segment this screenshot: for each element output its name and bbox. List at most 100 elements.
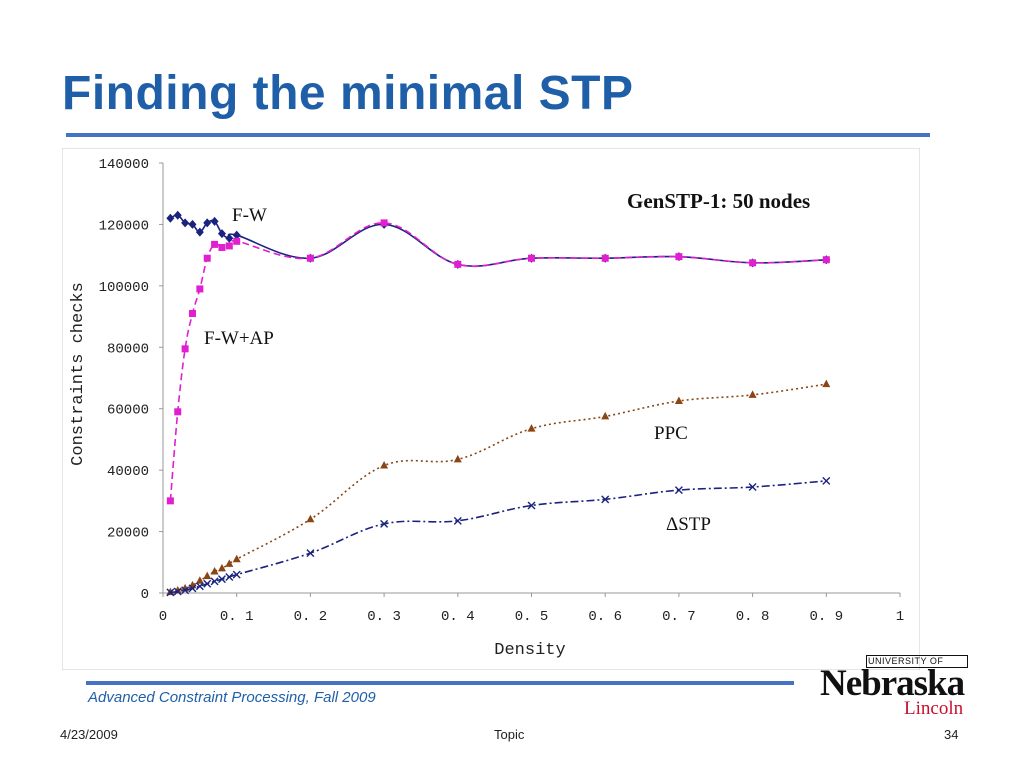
data-point — [218, 243, 226, 251]
logo-university-of: UNIVERSITY OF — [868, 656, 944, 666]
data-point-stroke — [173, 587, 182, 596]
data-point — [210, 216, 219, 226]
slide-number: 34 — [944, 727, 959, 742]
data-point-stroke — [453, 516, 462, 525]
data-point — [188, 584, 197, 593]
x-tick-label: 0. 4 — [441, 609, 475, 625]
data-point-stroke — [166, 588, 175, 597]
data-point — [188, 219, 197, 229]
data-point — [675, 253, 683, 261]
x-tick-label: 0. 5 — [515, 609, 549, 625]
series-label-fwap: F-W+AP — [204, 328, 274, 349]
line-chart: 0 0. 1 0. 2 0. 3 0. 4 0. 5 0. 6 0. 7 0. 8 0. 9 1 0 2… — [62, 148, 920, 670]
data-point — [203, 254, 211, 262]
data-point — [166, 497, 174, 505]
chart-series — [166, 210, 831, 597]
data-point — [454, 260, 462, 268]
series-label-ppc: PPC — [654, 423, 688, 444]
data-point — [203, 218, 212, 228]
data-point-stroke — [181, 586, 190, 595]
data-point — [380, 461, 389, 469]
data-point — [203, 571, 212, 580]
footer-divider — [86, 681, 794, 685]
data-point — [306, 549, 315, 558]
y-tick-label: 120000 — [99, 218, 149, 234]
slide-date: 4/23/2009 — [60, 727, 118, 742]
x-axis-title: Density — [494, 641, 565, 660]
data-point — [453, 454, 462, 463]
logo-univ-box — [866, 655, 968, 668]
data-point-stroke — [748, 483, 757, 492]
course-name: Advanced Constraint Processing, Fall 200… — [88, 689, 376, 706]
data-point — [211, 240, 219, 248]
data-point — [174, 408, 182, 416]
data-point — [181, 345, 189, 353]
data-point — [748, 390, 757, 398]
data-point — [601, 411, 610, 420]
data-point — [196, 285, 204, 293]
series-label-dstp: ΔSTP — [666, 514, 711, 535]
x-tick-label: 0. 2 — [294, 609, 328, 625]
data-point — [674, 396, 683, 405]
data-point — [306, 514, 315, 523]
y-tick-label: 60000 — [107, 403, 149, 419]
slide-topic: Topic — [494, 727, 525, 742]
x-tick-label: 0. 8 — [736, 609, 770, 625]
data-point — [822, 256, 830, 264]
data-point — [232, 570, 241, 579]
data-point — [217, 229, 226, 239]
logo-campus: Lincoln — [904, 698, 964, 719]
data-point-stroke — [822, 476, 831, 485]
data-point — [748, 483, 757, 492]
x-tick-label: 0. 1 — [220, 609, 254, 625]
y-tick-label: 20000 — [107, 526, 149, 542]
data-point — [528, 254, 535, 262]
data-point — [181, 586, 190, 595]
data-point — [195, 576, 204, 584]
data-point — [225, 573, 234, 582]
data-point-stroke — [225, 573, 234, 582]
data-point — [380, 219, 388, 227]
data-point — [166, 213, 175, 223]
y-tick-label: 40000 — [107, 464, 149, 480]
chart-axes: 0 0. 1 0. 2 0. 3 0. 4 0. 5 0. 6 0. 7 0. 8 0. 9 1 0 2… — [99, 157, 905, 625]
data-point-stroke — [217, 575, 226, 584]
data-point — [166, 587, 175, 596]
data-point-stroke — [601, 495, 610, 504]
data-point — [195, 582, 204, 591]
x-tick-label: 0 — [159, 609, 167, 625]
data-point — [380, 519, 389, 528]
chart-frame — [62, 148, 920, 670]
y-tick-label: 80000 — [107, 341, 149, 357]
slide-title: Finding the minimal STP — [62, 67, 634, 120]
university-logo: UNIVERSITY OF Nebraska Lincoln — [818, 654, 968, 722]
data-point — [217, 575, 226, 584]
data-point-stroke — [188, 584, 197, 593]
data-point — [210, 567, 219, 575]
chart-area: 0 0. 1 0. 2 0. 3 0. 4 0. 5 0. 6 0. 7 0. 8 0. 9 1 0 2… — [62, 148, 920, 670]
data-point — [210, 577, 219, 586]
y-axis-title: Constraints checks — [69, 282, 88, 466]
data-point — [306, 254, 314, 262]
x-tick-label: 0. 6 — [588, 609, 622, 625]
x-tick-label: 0. 3 — [367, 609, 401, 625]
data-point — [225, 242, 233, 250]
data-point — [173, 587, 182, 596]
data-point-stroke — [380, 519, 389, 528]
data-point — [217, 563, 226, 572]
data-point — [166, 588, 175, 597]
x-tick-label: 1 — [896, 609, 904, 625]
x-tick-label: 0. 7 — [662, 609, 696, 625]
data-point — [233, 237, 241, 245]
data-point — [749, 259, 757, 267]
y-tick-label: 140000 — [99, 157, 149, 173]
data-point-stroke — [232, 570, 241, 579]
data-point-stroke — [195, 582, 204, 591]
logo-name: Nebraska — [820, 663, 965, 704]
data-point-stroke — [674, 486, 683, 495]
series-label-fw: F-W — [232, 205, 267, 226]
data-point — [601, 495, 610, 504]
data-point — [822, 476, 831, 485]
data-point-stroke — [210, 577, 219, 586]
data-point-stroke — [203, 579, 212, 588]
